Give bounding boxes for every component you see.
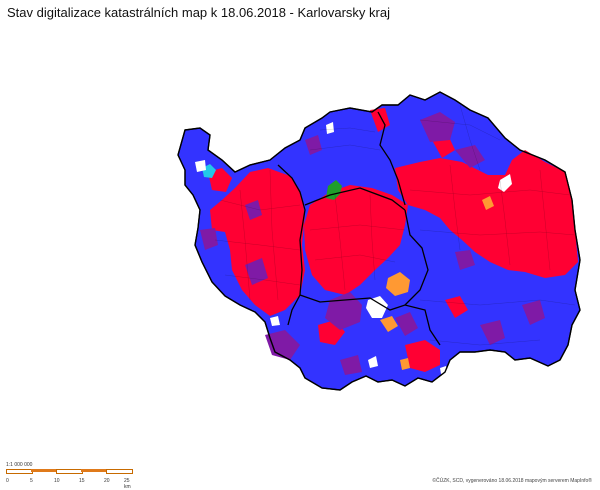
scale-tick: 15 [79,478,85,484]
scale-tick: 5 [30,478,33,484]
area-central-red [304,185,408,295]
map-title: Stav digitalizace katastrálních map k 18… [7,5,390,20]
area-west-red [210,168,305,316]
scale-unit-label: 1:1 000 000 [6,462,33,468]
area-orange-1 [386,272,410,296]
district-boundaries [277,111,441,346]
area-orange-4 [400,358,410,370]
scale-tick: 10 [54,478,60,484]
scale-segment [81,469,106,472]
scale-segment [6,469,33,474]
scale-segment [56,469,83,474]
scale-tick: 0 [6,478,9,484]
scale-tick: 20 [104,478,110,484]
area-east-red [395,150,578,278]
scale-segment [31,469,56,472]
scale-tick: 25 km [124,478,131,490]
municipal-mesh [214,104,576,346]
area-orange-2 [380,316,398,332]
area-orange-3 [482,196,494,210]
scale-segment [106,469,133,474]
map-credit: ©ČÚZK, SCD, vygenerováno 18.06.2018 mapo… [432,478,592,484]
map-land [177,91,581,391]
scale-bar: 1:1 000 000 0 5 10 15 20 25 km [6,462,136,490]
